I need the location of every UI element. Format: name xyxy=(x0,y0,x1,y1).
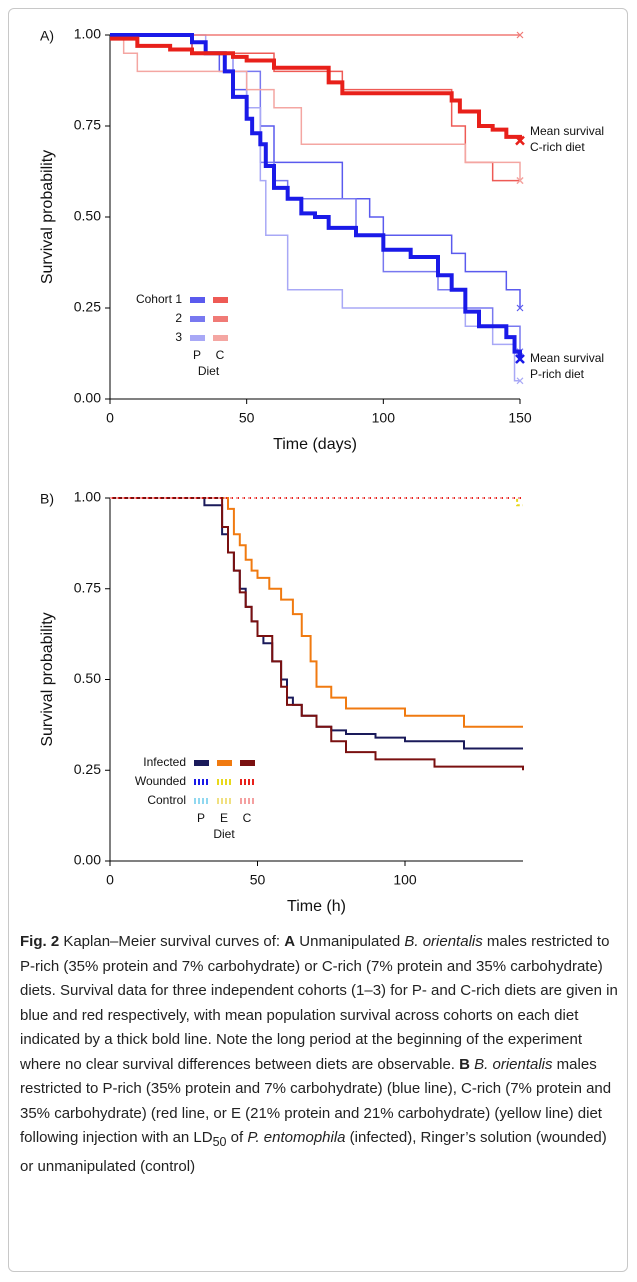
y-tick-label: 1.00 xyxy=(74,26,101,42)
y-tick-label: 0.50 xyxy=(74,670,101,686)
caption-text: B. orientalis xyxy=(404,933,483,950)
survival-line xyxy=(110,33,522,359)
legend-label: Infected xyxy=(143,755,186,769)
legend-column: C xyxy=(216,348,225,362)
survival-line xyxy=(110,34,521,308)
survival-line xyxy=(110,497,523,728)
y-tick-label: 0.00 xyxy=(74,390,101,406)
legend-label: Wounded xyxy=(135,774,186,788)
legend-label: 3 xyxy=(175,330,182,344)
censor-marker xyxy=(516,31,524,39)
caption-text: P. entomophila xyxy=(247,1129,346,1146)
censor-marker xyxy=(515,354,525,364)
x-tick-label: 50 xyxy=(250,872,266,888)
caption-text: males restricted to P-rich (35% protein … xyxy=(20,933,618,1073)
censor-marker xyxy=(516,177,524,185)
caption-text: of xyxy=(226,1129,248,1146)
y-tick-label: 0.50 xyxy=(74,208,101,224)
y-tick-label: 0.75 xyxy=(74,579,101,595)
censor-marker xyxy=(516,304,524,312)
censor-marker xyxy=(516,377,524,385)
caption-text: Kaplan–Meier survival curves of: xyxy=(59,933,285,950)
annotation: C-rich diet xyxy=(530,140,585,154)
panel-label: A) xyxy=(40,28,54,44)
censor-marker xyxy=(515,135,525,146)
legend-label: 2 xyxy=(175,311,182,325)
survival-line xyxy=(110,497,524,771)
y-axis-label: Survival probability xyxy=(39,612,56,746)
x-tick-label: 100 xyxy=(393,872,417,888)
legend-column: P xyxy=(193,348,201,362)
charts: A) 0.00 0.25 0.50 0.75 1.00 0 50 100 150 Time (day… xyxy=(39,26,604,916)
survival-line xyxy=(110,34,521,181)
figure-frame xyxy=(8,8,628,1272)
x-tick-label: 50 xyxy=(239,410,255,426)
y-tick-label: 0.75 xyxy=(74,117,101,133)
x-tick-label: 150 xyxy=(508,410,532,426)
caption-text: B. orientalis xyxy=(474,1055,553,1073)
legend-column: P xyxy=(197,811,205,825)
caption-text: 50 xyxy=(212,1135,227,1149)
caption-text: A xyxy=(284,933,296,950)
y-tick-label: 0.25 xyxy=(74,761,101,777)
annotation: Mean survival xyxy=(530,351,604,365)
survival-line xyxy=(110,36,522,141)
y-tick-label: 0.25 xyxy=(74,299,101,315)
caption-text: Fig. 2 xyxy=(20,933,60,950)
legend-label: Cohort 1 xyxy=(136,292,182,306)
legend-column: E xyxy=(220,811,228,825)
legend-label: Control xyxy=(147,793,186,807)
caption-text: B xyxy=(459,1055,475,1073)
survival-line xyxy=(110,34,520,382)
panel-label: B) xyxy=(40,491,54,507)
x-tick-label: 0 xyxy=(106,872,114,888)
legend-column: C xyxy=(243,811,252,825)
annotation: Mean survival xyxy=(530,124,604,138)
caption: Fig. 2 Kaplan–Meier survival curves of: … xyxy=(20,930,620,1179)
annotation: P-rich diet xyxy=(530,367,585,381)
legend-title: Diet xyxy=(213,827,235,841)
x-tick-label: 0 xyxy=(106,410,114,426)
x-tick-label: 100 xyxy=(372,410,396,426)
x-axis-label: Time (days) xyxy=(273,436,357,453)
caption-text: (infected), Ringer’s solution (wounded) … xyxy=(20,1129,607,1175)
legend-title: Diet xyxy=(198,364,220,378)
survival-line xyxy=(110,497,523,507)
y-axis-label: Survival probability xyxy=(39,150,56,284)
x-axis-label: Time (h) xyxy=(287,898,346,915)
caption-text: Unmanipulated xyxy=(295,933,405,950)
y-tick-label: 1.00 xyxy=(74,489,101,505)
caption-text: males restricted to P-rich (35% protein … xyxy=(20,1055,612,1147)
y-tick-label: 0.00 xyxy=(74,852,101,868)
survival-line xyxy=(110,497,523,750)
